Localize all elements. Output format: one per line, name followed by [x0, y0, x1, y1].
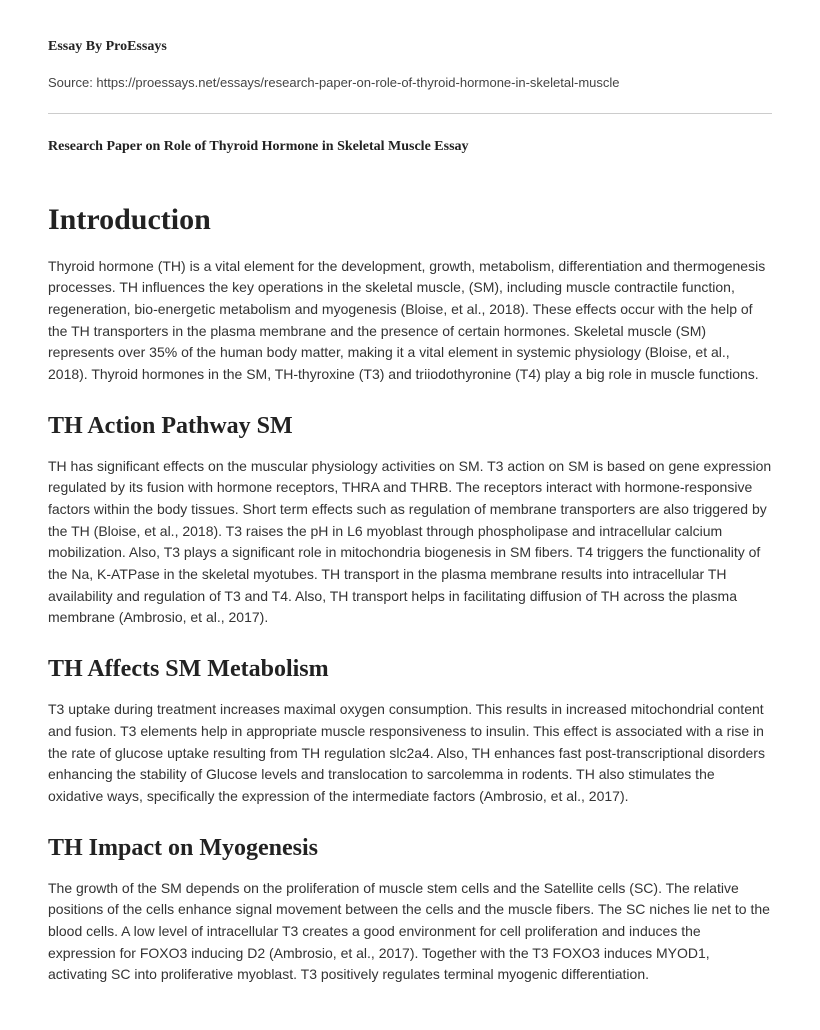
- brand-line: Essay By ProEssays: [48, 36, 772, 57]
- divider: [48, 113, 772, 114]
- section-heading-myogenesis: TH Impact on Myogenesis: [48, 830, 772, 866]
- section-body-metabolism: T3 uptake during treatment increases max…: [48, 699, 772, 807]
- document-title: Research Paper on Role of Thyroid Hormon…: [48, 136, 772, 157]
- section-body-pathway: TH has significant effects on the muscul…: [48, 456, 772, 630]
- source-line: Source: https://proessays.net/essays/res…: [48, 73, 772, 93]
- section-body-introduction: Thyroid hormone (TH) is a vital element …: [48, 256, 772, 386]
- section-body-myogenesis: The growth of the SM depends on the prol…: [48, 878, 772, 986]
- section-heading-pathway: TH Action Pathway SM: [48, 408, 772, 444]
- section-heading-introduction: Introduction: [48, 197, 772, 242]
- section-heading-metabolism: TH Affects SM Metabolism: [48, 651, 772, 687]
